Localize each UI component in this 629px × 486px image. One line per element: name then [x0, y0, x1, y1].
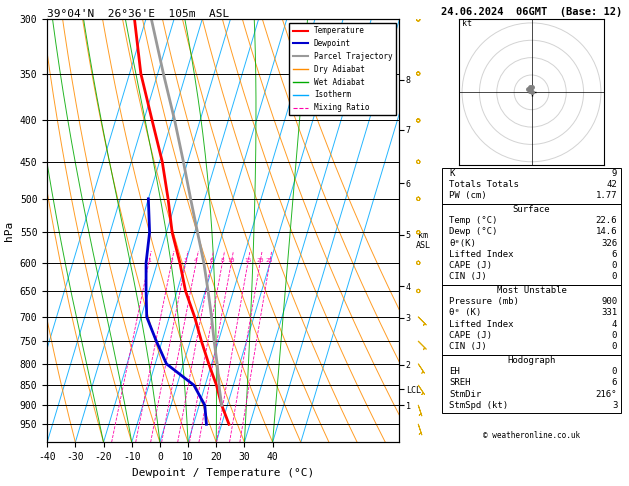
Text: 6: 6: [612, 378, 617, 387]
Text: 15: 15: [244, 258, 252, 263]
Text: © weatheronline.co.uk: © weatheronline.co.uk: [483, 431, 580, 440]
Legend: Temperature, Dewpoint, Parcel Trajectory, Dry Adiabat, Wet Adiabat, Isotherm, Mi: Temperature, Dewpoint, Parcel Trajectory…: [289, 23, 396, 115]
Bar: [442, 204, 621, 285]
Text: 9: 9: [612, 169, 617, 178]
Text: Surface: Surface: [513, 205, 550, 214]
Text: 25: 25: [266, 258, 274, 263]
Text: SREH: SREH: [450, 378, 471, 387]
Text: 2: 2: [170, 258, 174, 263]
Text: 39°04'N  26°36'E  105m  ASL: 39°04'N 26°36'E 105m ASL: [47, 9, 230, 18]
Y-axis label: hPa: hPa: [4, 221, 14, 241]
Text: 22.6: 22.6: [596, 216, 617, 225]
Text: EH: EH: [450, 367, 460, 376]
Text: 6: 6: [612, 250, 617, 259]
Text: StmDir: StmDir: [450, 389, 482, 399]
Text: PW (cm): PW (cm): [450, 191, 487, 200]
Text: 0: 0: [612, 367, 617, 376]
Text: 4: 4: [612, 320, 617, 329]
Bar: [442, 168, 621, 204]
Text: θᵉ (K): θᵉ (K): [450, 309, 482, 317]
Text: Temp (°C): Temp (°C): [450, 216, 498, 225]
Bar: [442, 285, 621, 355]
Text: Lifted Index: Lifted Index: [450, 320, 514, 329]
Text: 14.6: 14.6: [596, 227, 617, 236]
Text: CIN (J): CIN (J): [450, 342, 487, 351]
Text: 326: 326: [601, 239, 617, 248]
Text: CAPE (J): CAPE (J): [450, 261, 493, 270]
Text: Most Unstable: Most Unstable: [496, 286, 567, 295]
Text: 900: 900: [601, 297, 617, 306]
Text: 8: 8: [221, 258, 224, 263]
Text: 3: 3: [184, 258, 187, 263]
Text: kt: kt: [462, 19, 472, 28]
Text: 42: 42: [606, 180, 617, 189]
Text: 0: 0: [612, 331, 617, 340]
Text: CAPE (J): CAPE (J): [450, 331, 493, 340]
Text: 216°: 216°: [596, 389, 617, 399]
Text: 0: 0: [612, 342, 617, 351]
Y-axis label: km
ASL: km ASL: [416, 231, 431, 250]
Text: 4: 4: [194, 258, 198, 263]
Text: Hodograph: Hodograph: [508, 356, 555, 365]
Text: Dewp (°C): Dewp (°C): [450, 227, 498, 236]
Text: 6: 6: [209, 258, 213, 263]
Text: θᵉ(K): θᵉ(K): [450, 239, 476, 248]
Text: K: K: [450, 169, 455, 178]
Text: 3: 3: [612, 401, 617, 410]
Bar: [442, 355, 621, 414]
Text: Totals Totals: Totals Totals: [450, 180, 520, 189]
Text: 10: 10: [228, 258, 235, 263]
Text: 1.77: 1.77: [596, 191, 617, 200]
Text: Pressure (mb): Pressure (mb): [450, 297, 520, 306]
Text: CIN (J): CIN (J): [450, 272, 487, 281]
Text: 0: 0: [612, 261, 617, 270]
Text: 24.06.2024  06GMT  (Base: 12): 24.06.2024 06GMT (Base: 12): [441, 7, 622, 17]
Text: 0: 0: [612, 272, 617, 281]
Text: StmSpd (kt): StmSpd (kt): [450, 401, 508, 410]
Text: 20: 20: [256, 258, 264, 263]
Text: Lifted Index: Lifted Index: [450, 250, 514, 259]
X-axis label: Dewpoint / Temperature (°C): Dewpoint / Temperature (°C): [132, 468, 314, 478]
Text: 331: 331: [601, 309, 617, 317]
Text: 1: 1: [147, 258, 150, 263]
